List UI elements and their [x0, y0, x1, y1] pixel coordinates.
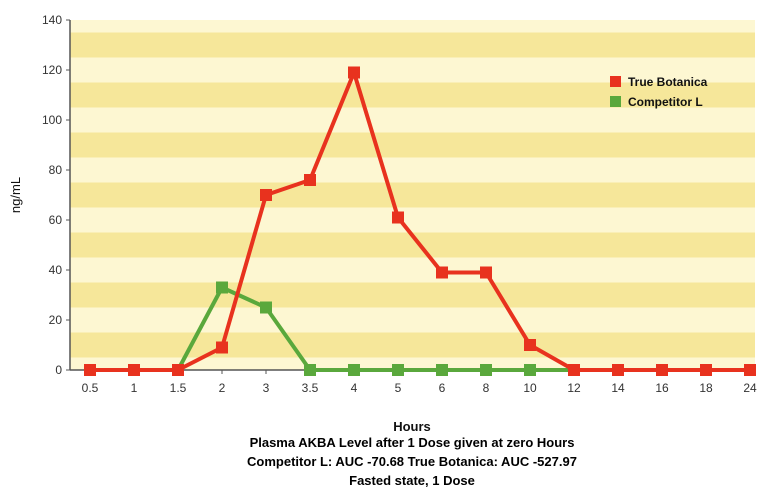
grid-band: [70, 182, 755, 208]
x-tick-label: 8: [483, 381, 490, 395]
data-point-true-botanica: [700, 364, 712, 376]
data-point-competitor-l: [348, 364, 360, 376]
data-point-true-botanica: [260, 189, 272, 201]
legend: True Botanica Competitor L: [610, 75, 708, 109]
y-tick-label: 20: [49, 313, 63, 327]
data-point-true-botanica: [128, 364, 140, 376]
x-tick-label: 18: [699, 381, 713, 395]
x-axis-label: Hours: [393, 419, 431, 434]
y-tick-label: 140: [42, 13, 62, 27]
series-line-true-botanica: [90, 70, 750, 372]
grid-band: [70, 32, 755, 58]
data-point-true-botanica: [744, 364, 756, 376]
legend-swatch-true-botanica: [610, 76, 621, 87]
grid-band: [70, 282, 755, 308]
data-point-true-botanica: [436, 266, 448, 279]
x-tick-label: 16: [655, 381, 669, 395]
x-tick-label: 3.5: [302, 381, 319, 395]
legend-swatch-competitor-l: [610, 96, 621, 107]
x-tick-label: 5: [395, 381, 402, 395]
data-point-true-botanica: [524, 339, 536, 351]
x-tick-label: 2: [219, 381, 226, 395]
x-tick-label: 12: [567, 381, 581, 395]
data-point-competitor-l: [392, 364, 404, 376]
x-tick-label: 24: [743, 381, 757, 395]
y-tick-label: 120: [42, 63, 62, 77]
data-point-competitor-l: [524, 364, 536, 376]
data-point-true-botanica: [612, 364, 624, 376]
y-tick-label: 0: [55, 363, 62, 377]
x-axis-ticks: 0.5 1 1.5 2 3 3.5 4 5 6 8 10 12 14 16 18 24: [82, 370, 757, 395]
x-tick-label: 0.5: [82, 381, 99, 395]
data-point-true-botanica: [84, 364, 96, 376]
y-tick-label: 100: [42, 113, 62, 127]
data-point-true-botanica: [304, 174, 316, 186]
x-tick-label: 10: [523, 381, 537, 395]
data-point-competitor-l: [260, 301, 272, 314]
data-point-true-botanica: [568, 364, 580, 376]
x-tick-label: 3: [263, 381, 270, 395]
data-point-true-botanica: [392, 211, 404, 224]
caption-line-3: Fasted state, 1 Dose: [349, 473, 475, 488]
data-point-true-botanica: [216, 341, 228, 354]
legend-label-competitor-l: Competitor L: [628, 95, 703, 109]
grid-band: [70, 82, 755, 108]
caption-line-1: Plasma AKBA Level after 1 Dose given at …: [250, 435, 575, 450]
x-tick-label: 4: [351, 381, 358, 395]
x-tick-label: 1: [131, 381, 138, 395]
data-point-true-botanica: [172, 364, 184, 376]
data-point-true-botanica: [480, 266, 492, 279]
x-tick-label: 1.5: [170, 381, 187, 395]
grid-band: [70, 132, 755, 158]
data-point-competitor-l: [480, 364, 492, 376]
data-point-true-botanica: [348, 66, 360, 79]
y-axis-label: ng/mL: [8, 177, 23, 213]
series-true-botanica: [84, 66, 756, 376]
legend-label-true-botanica: True Botanica: [628, 75, 708, 89]
caption-line-2: Competitor L: AUC -70.68 True Botanica: …: [247, 454, 577, 469]
data-point-competitor-l: [216, 281, 228, 294]
grid-band: [70, 332, 755, 358]
y-axis-ticks: 0 20 40 60 80 100 120 140: [42, 13, 70, 377]
y-tick-label: 80: [49, 163, 63, 177]
data-point-true-botanica: [656, 364, 668, 376]
y-tick-label: 60: [49, 213, 63, 227]
x-tick-label: 6: [439, 381, 446, 395]
y-tick-label: 40: [49, 263, 63, 277]
data-point-competitor-l: [436, 364, 448, 376]
data-point-competitor-l: [304, 364, 316, 376]
x-tick-label: 14: [611, 381, 625, 395]
series-layer: [84, 66, 756, 376]
